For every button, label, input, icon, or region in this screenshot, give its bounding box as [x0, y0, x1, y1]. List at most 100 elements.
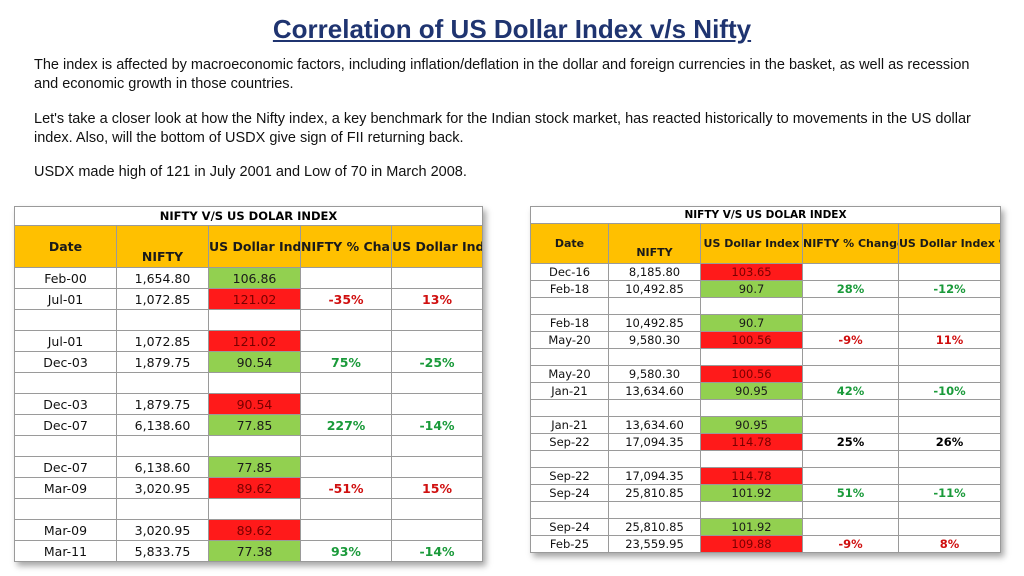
empty-cell [897, 348, 1002, 366]
nifty-change-header: NIFTY % Change [802, 223, 899, 264]
empty-cell [802, 416, 899, 434]
empty-cell [300, 435, 392, 457]
empty-cell [897, 365, 1002, 383]
nifty-cell: 5,833.75 [116, 540, 209, 562]
usd-change-cell: -10% [897, 382, 1002, 400]
empty-cell [300, 267, 392, 289]
nifty-change-cell: -9% [802, 331, 899, 349]
empty-cell [700, 450, 803, 468]
usd-index-cell: 89.62 [208, 477, 301, 499]
empty-cell [802, 314, 899, 332]
usd-index-cell: 109.88 [700, 535, 803, 553]
empty-cell [700, 348, 803, 366]
spacer-row [530, 399, 1002, 417]
empty-cell [116, 435, 209, 457]
nifty-cell: 17,094.35 [608, 467, 701, 485]
date-cell: Jan-21 [530, 416, 609, 434]
empty-cell [802, 450, 899, 468]
nifty-cell: 25,810.85 [608, 484, 701, 502]
date-cell: Dec-03 [14, 351, 117, 373]
nifty-change-cell: 75% [300, 351, 392, 373]
usd-index-cell: 90.7 [700, 280, 803, 298]
spacer-row [530, 501, 1002, 519]
nifty-cell: 3,020.95 [116, 477, 209, 499]
empty-cell [208, 498, 301, 520]
empty-cell [390, 309, 484, 331]
nifty-cell: 1,072.85 [116, 330, 209, 352]
usd-index-cell: 121.02 [208, 330, 301, 352]
table-row: Jan-21 13,634.60 90.95 42% -10% [530, 382, 1002, 400]
nifty-cell: 9,580.30 [608, 331, 701, 349]
empty-cell [608, 450, 701, 468]
empty-cell [700, 399, 803, 417]
date-cell: Dec-07 [14, 414, 117, 436]
usd-index-cell: 101.92 [700, 484, 803, 502]
table-caption: NIFTY V/S US DOLAR INDEX [13, 206, 484, 226]
nifty-change-cell: -9% [802, 535, 899, 553]
date-cell: May-20 [530, 365, 609, 383]
nifty-cell: 6,138.60 [116, 456, 209, 478]
nifty-change-cell: 28% [802, 280, 899, 298]
table-row: Feb-18 10,492.85 90.7 28% -12% [530, 280, 1002, 298]
table-row: Dec-03 1,879.75 90.54 [14, 393, 484, 415]
empty-cell [390, 456, 484, 478]
spacer-row [530, 348, 1002, 366]
usd-change-cell: 26% [897, 433, 1002, 451]
spacer-row [530, 450, 1002, 468]
empty-cell [390, 393, 484, 415]
spacer-row [14, 498, 484, 520]
usd-change-cell: -14% [390, 414, 484, 436]
nifty-cell: 13,634.60 [608, 416, 701, 434]
empty-cell [390, 330, 484, 352]
usdx-range-paragraph: USDX made high of 121 in July 2001 and L… [34, 164, 467, 180]
usd-change-cell: 11% [897, 331, 1002, 349]
table-row: Sep-22 17,094.35 114.78 [530, 467, 1002, 485]
empty-cell [390, 372, 484, 394]
empty-cell [300, 456, 392, 478]
usd-change-cell: -12% [897, 280, 1002, 298]
right-correlation-table: NIFTY V/S US DOLAR INDEX Date NIFTY US Doll… [529, 206, 1002, 553]
date-cell: Sep-24 [530, 484, 609, 502]
table-row: Dec-07 6,138.60 77.85 227% -14% [14, 414, 484, 436]
date-header: Date [530, 223, 609, 264]
empty-cell [530, 450, 609, 468]
usd-index-cell: 77.85 [208, 414, 301, 436]
empty-cell [300, 309, 392, 331]
empty-cell [897, 297, 1002, 315]
usd-change-header: US Dollar Index % [390, 225, 484, 268]
spacer-row [14, 372, 484, 394]
nifty-cell: 23,559.95 [608, 535, 701, 553]
empty-cell [897, 467, 1002, 485]
empty-cell [608, 501, 701, 519]
table-row: Dec-07 6,138.60 77.85 [14, 456, 484, 478]
empty-cell [802, 365, 899, 383]
nifty-cell: 25,810.85 [608, 518, 701, 536]
date-cell: Feb-00 [14, 267, 117, 289]
nifty-cell: 8,185.80 [608, 263, 701, 281]
empty-cell [390, 498, 484, 520]
empty-cell [608, 297, 701, 315]
empty-cell [300, 330, 392, 352]
table-row: Sep-24 25,810.85 101.92 [530, 518, 1002, 536]
usd-change-cell: 8% [897, 535, 1002, 553]
date-cell: Mar-09 [14, 477, 117, 499]
empty-cell [116, 309, 209, 331]
table-row: Mar-09 3,020.95 89.62 [14, 519, 484, 541]
table-row: Dec-03 1,879.75 90.54 75% -25% [14, 351, 484, 373]
usd-index-cell: 77.38 [208, 540, 301, 562]
empty-cell [802, 467, 899, 485]
empty-cell [700, 297, 803, 315]
date-cell: Jul-01 [14, 330, 117, 352]
spacer-row [14, 309, 484, 331]
usd-index-cell: 100.56 [700, 365, 803, 383]
nifty-change-cell: 25% [802, 433, 899, 451]
date-cell: Dec-03 [14, 393, 117, 415]
usd-index-cell: 106.86 [208, 267, 301, 289]
empty-cell [897, 501, 1002, 519]
empty-cell [802, 518, 899, 536]
usd-index-cell: 103.65 [700, 263, 803, 281]
table-row: Sep-24 25,810.85 101.92 51% -11% [530, 484, 1002, 502]
nifty-cell: 13,634.60 [608, 382, 701, 400]
